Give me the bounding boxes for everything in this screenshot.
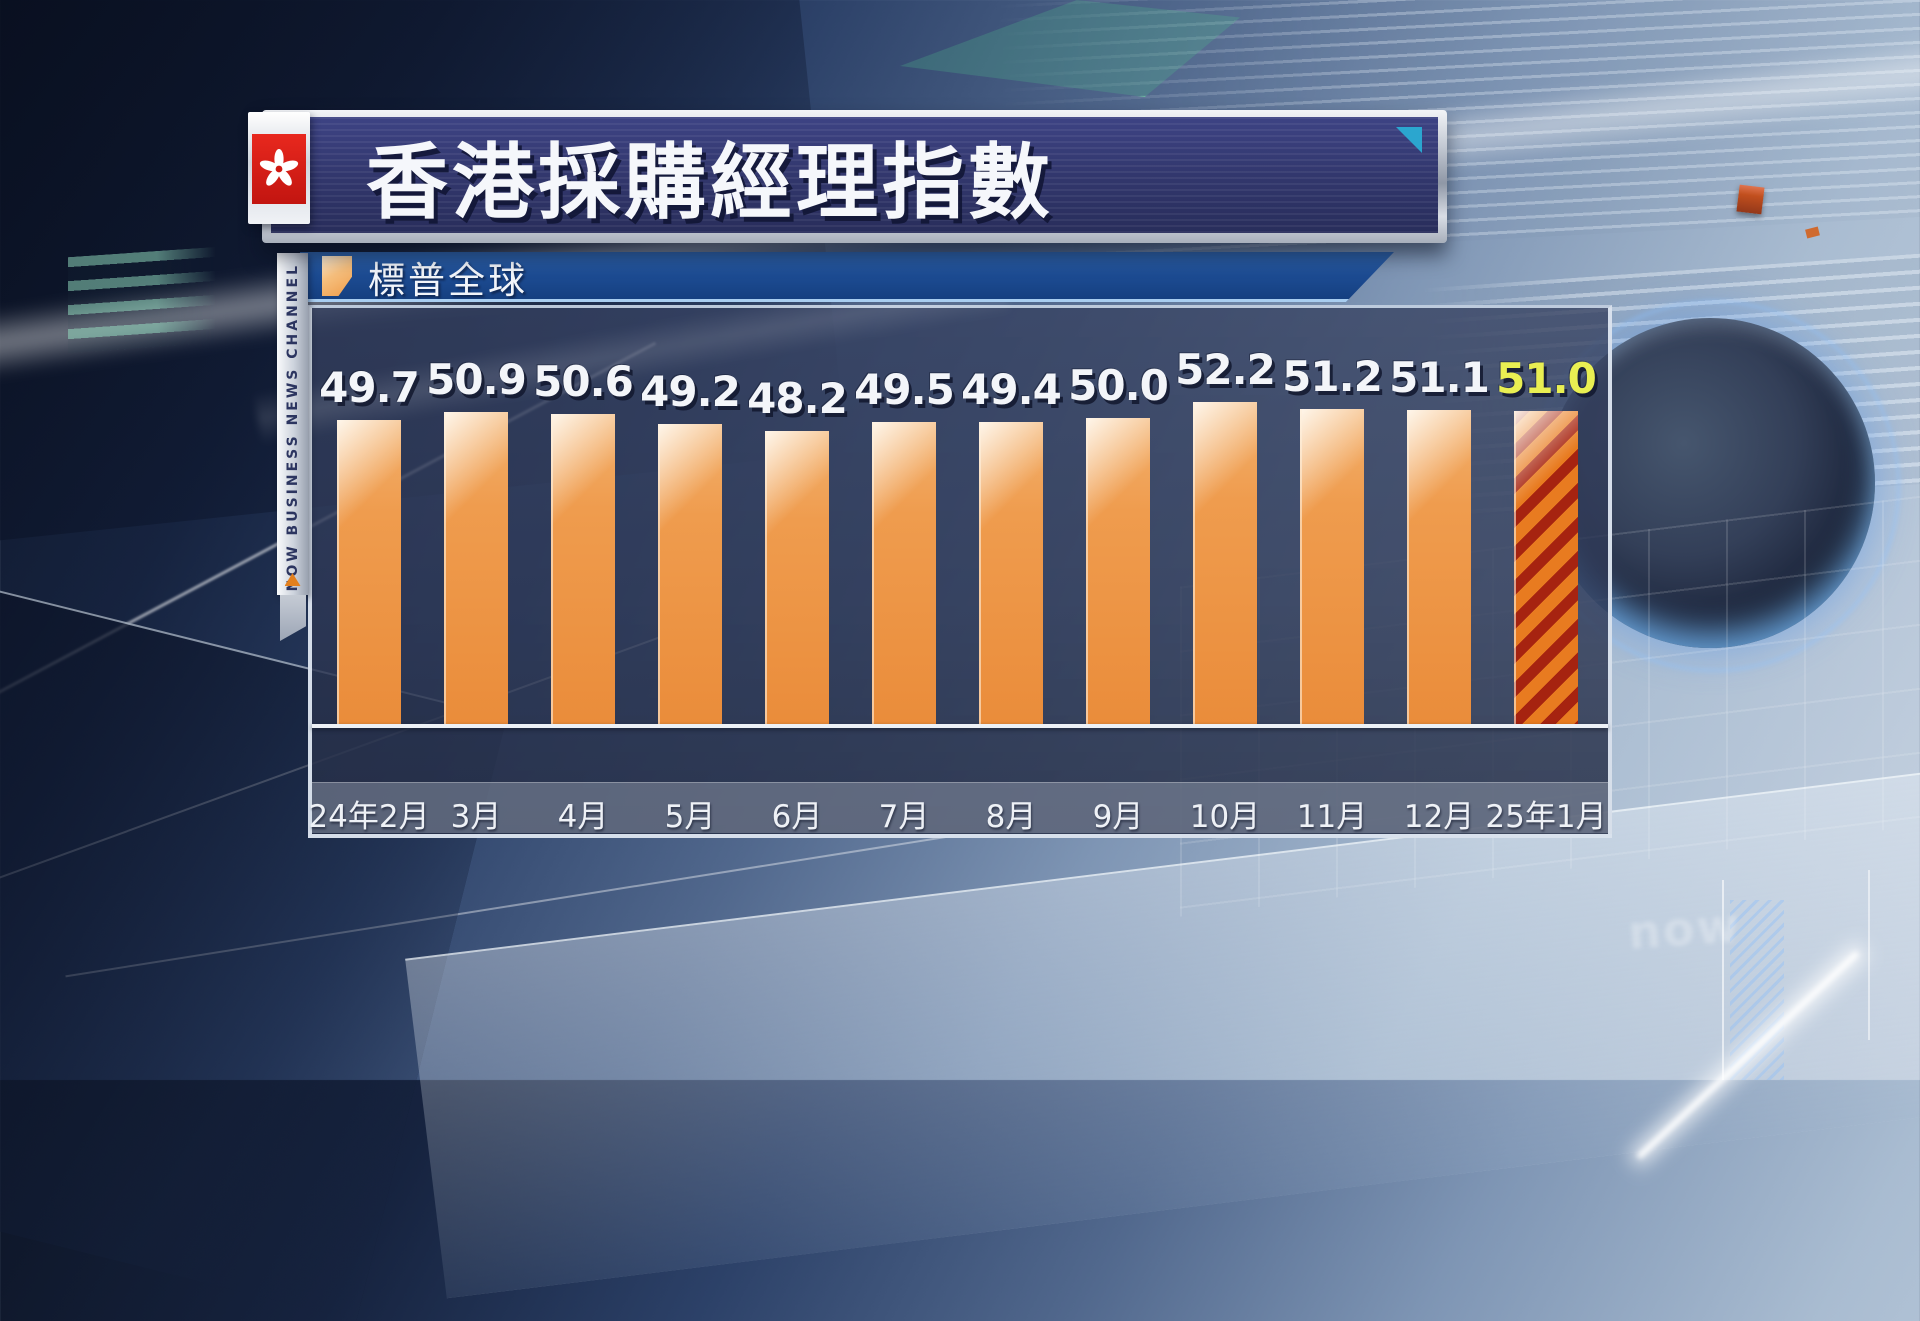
bar bbox=[1193, 402, 1257, 728]
now-watermark: now bbox=[1626, 898, 1743, 960]
background-orange-speck bbox=[1805, 226, 1820, 239]
background-hairline-vertical bbox=[1722, 880, 1724, 1080]
x-axis-label: 9月 bbox=[1092, 799, 1144, 835]
bar-value-label: 49.4 bbox=[961, 365, 1062, 414]
bar bbox=[1086, 418, 1150, 728]
page-title: 香港採購經理指數 bbox=[366, 135, 1055, 231]
x-axis-label: 11月 bbox=[1296, 799, 1368, 835]
x-axis-label: 5月 bbox=[664, 799, 716, 835]
bar-highlight bbox=[1514, 411, 1578, 728]
x-axis-label: 25年1月 bbox=[1485, 799, 1607, 835]
legend-label: 標普全球 bbox=[368, 259, 528, 302]
bar-value-label: 50.9 bbox=[426, 355, 527, 404]
flag-card bbox=[248, 112, 310, 224]
legend-marker-icon bbox=[322, 256, 352, 296]
bar-value-label: 49.2 bbox=[640, 367, 741, 416]
x-axis-label: 10月 bbox=[1189, 799, 1261, 835]
background-light-plane bbox=[405, 763, 1920, 1299]
bars-area: 49.7 50.9 50.6 49.2 48.2 49.5 49.4 50.0 52.2 51.2… bbox=[312, 308, 1608, 728]
bar-value-label: 50.0 bbox=[1068, 361, 1169, 410]
bar-value-label: 51.2 bbox=[1282, 352, 1383, 401]
background-hairline-vertical bbox=[1868, 870, 1870, 1040]
x-axis-label: 12月 bbox=[1403, 799, 1475, 835]
title-banner-inner: 香港採購經理指數 bbox=[271, 117, 1438, 233]
bar bbox=[444, 412, 508, 728]
x-axis-label: 6月 bbox=[771, 799, 823, 835]
bar-value-label: 51.1 bbox=[1389, 353, 1490, 402]
legend-bar: 標普全球 bbox=[300, 252, 1394, 302]
x-axis-label: 24年2月 bbox=[308, 799, 430, 835]
bar bbox=[658, 424, 722, 728]
bar bbox=[1300, 409, 1364, 728]
background-orange-cube bbox=[1736, 184, 1765, 215]
channel-strip: NOW BUSINESS NEWS CHANNEL bbox=[277, 253, 308, 595]
x-axis-label: 8月 bbox=[985, 799, 1037, 835]
bar bbox=[765, 431, 829, 728]
background-mini-chart bbox=[68, 246, 216, 354]
bar bbox=[979, 422, 1043, 728]
bar bbox=[872, 422, 936, 728]
bar bbox=[551, 414, 615, 728]
bar bbox=[1407, 410, 1471, 728]
x-axis-label: 3月 bbox=[450, 799, 502, 835]
chart-panel: 49.7 50.9 50.6 49.2 48.2 49.5 49.4 50.0 52.2 51.2… bbox=[253, 260, 1612, 838]
x-axis-label: 4月 bbox=[557, 799, 609, 835]
corner-triangle-icon bbox=[1396, 127, 1422, 153]
bar bbox=[337, 420, 401, 728]
channel-strip-tail bbox=[280, 595, 306, 641]
x-axis-band: 24年2月 3月 4月 5月 6月 7月 8月 9月 10月 11月 12月 25年1月 bbox=[308, 782, 1608, 835]
bar-value-label: 48.2 bbox=[747, 374, 848, 423]
bar-value-label: 52.2 bbox=[1175, 345, 1276, 394]
bar-value-label: 51.0 bbox=[1496, 354, 1597, 403]
chart-baseline bbox=[312, 724, 1608, 728]
title-banner: 香港採購經理指數 bbox=[248, 110, 1447, 243]
x-axis-label: 7月 bbox=[878, 799, 930, 835]
bar-value-label: 49.5 bbox=[854, 365, 955, 414]
bar-value-label: 49.7 bbox=[319, 363, 420, 412]
hong-kong-flag-icon bbox=[252, 134, 306, 204]
bar-value-label: 50.6 bbox=[533, 357, 634, 406]
channel-name-text: NOW BUSINESS NEWS CHANNEL bbox=[284, 263, 301, 592]
